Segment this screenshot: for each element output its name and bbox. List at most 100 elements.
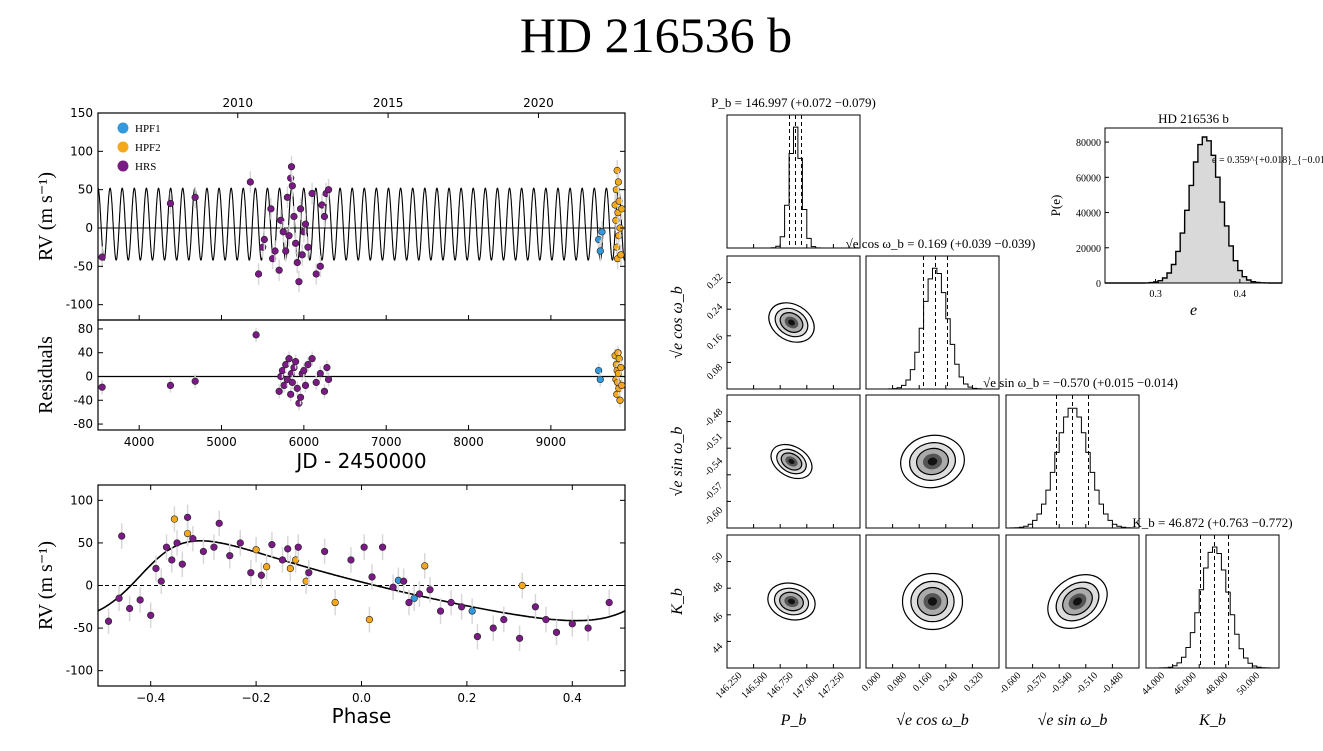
phase-point-hrs [489, 624, 497, 632]
resid-point-hrs [300, 366, 308, 375]
y-tick-label: -40 [73, 393, 93, 407]
rv-point-hrs [324, 186, 333, 194]
x-tick-label: 8000 [453, 435, 484, 449]
corner-x-tick-label: -0.570 [1023, 670, 1049, 696]
rv-point-hrs [277, 216, 285, 224]
resid-point-hrs [301, 381, 310, 390]
y-tick-label: 80000 [1076, 138, 1101, 149]
rv-point-hrs [271, 247, 279, 255]
phase-point-hrs [405, 598, 413, 607]
rv-point-hrs [288, 182, 296, 190]
phase-point-hpf2 [183, 529, 192, 538]
y-tick-label: 0 [85, 221, 93, 235]
rv-point-hrs [295, 278, 303, 286]
contour-level [788, 319, 795, 326]
x-tick-label: 9000 [536, 435, 567, 449]
corner-y-tick-label: -0.54 [703, 456, 726, 479]
corner-x-tick-label: 0.080 [885, 670, 909, 694]
corner-y-tick-label: 46 [710, 611, 725, 626]
phase-point-hpf1 [468, 607, 476, 615]
phase-point-hrs [168, 556, 176, 564]
corner-y-tick-label: -0.57 [703, 480, 726, 503]
rv-point-hrs [287, 163, 296, 171]
y-axis-label: RV (m s⁻¹) [35, 541, 57, 630]
rv-point-hpf2 [617, 251, 625, 259]
corner-x-tick-label: 44.000 [1140, 670, 1167, 697]
phase-point-hrs [268, 541, 276, 549]
corner-x-tick-label: 146.500 [739, 670, 770, 701]
phase-point-hrs [515, 634, 524, 642]
legend-marker-hrs [117, 160, 129, 172]
y-tick-label: -50 [73, 259, 93, 273]
phase-point-hrs [136, 596, 144, 604]
phase-point-hrs [173, 539, 181, 547]
e-hist-fill [1105, 137, 1282, 283]
corner-y-tick-label: -0.51 [703, 431, 726, 454]
rv-time-panel: 150 100 50 0 -50 -100 2010 2015 2020 RV (m s⁻¹) HP… [35, 96, 626, 321]
corner-x-tick-label: 0.000 [860, 670, 884, 694]
phase-point-hrs [147, 611, 155, 619]
resid-point-hpf1 [595, 366, 603, 375]
resid-point-hrs [282, 360, 290, 369]
phase-point-hrs [247, 569, 255, 577]
phase-point-hrs [104, 617, 113, 625]
legend-marker-hpf2 [117, 141, 129, 153]
corner-x-tick-label: 0.160 [911, 670, 935, 694]
e-hist-title: HD 216536 b [1158, 111, 1229, 126]
rv-point-hpf2 [613, 166, 621, 175]
resid-point-hrs [285, 355, 293, 363]
phase-point-hpf2 [170, 515, 179, 523]
phase-point-hrs [415, 590, 424, 598]
rv-point-hrs [316, 262, 324, 270]
rv-model-curve [97, 187, 626, 261]
phase-point-hrs [162, 543, 171, 551]
y-tick-label: 20000 [1076, 244, 1101, 255]
resid-point-hrs [324, 375, 333, 384]
phase-point-hrs [436, 607, 445, 615]
corner-title-2: √e sin ω_b = −0.570 (+0.015 −0.014) [983, 375, 1178, 390]
rv-point-hrs [279, 228, 287, 236]
phase-point-hrs [531, 603, 540, 611]
resid-point-hrs [287, 369, 296, 378]
phase-point-hrs [473, 633, 482, 641]
contour-level [787, 598, 796, 605]
corner-y-tick-label: -0.48 [703, 407, 726, 430]
corner-y-tick-label: -0.60 [703, 505, 726, 528]
contour-level [928, 597, 937, 606]
contour-level [788, 458, 795, 465]
corner-y-tick-label: 0.24 [705, 302, 725, 322]
x-tick-label: 0.2 [457, 691, 476, 705]
phase-point-hrs [115, 594, 123, 602]
phase-point-hrs [126, 604, 134, 613]
corner-x-tick-label: -0.510 [1074, 670, 1100, 696]
phase-point-hrs [284, 545, 292, 553]
corner-y-tick-label: 0.32 [705, 272, 725, 292]
y-tick-label: 50 [78, 536, 93, 550]
corner-y-tick-label: 0.16 [705, 332, 725, 352]
rv-point-hrs [254, 270, 263, 278]
corner-x-tick-label: 147.250 [816, 670, 847, 701]
phase-point-hrs [210, 543, 218, 551]
corner-title-1: √e cos ω_b = 0.169 (+0.039 −0.039) [846, 236, 1036, 251]
phase-point-hrs [118, 532, 126, 540]
phase-point-hpf2 [518, 581, 526, 590]
phase-point-hrs [157, 577, 165, 585]
rv-point-hrs [191, 193, 199, 201]
y-tick-label: -50 [73, 621, 93, 635]
phase-point-hrs [584, 624, 592, 632]
phase-point-hrs [360, 543, 368, 551]
resid-point-hrs [288, 378, 296, 387]
resid-point-hpf2 [614, 349, 622, 357]
resid-point-hrs [320, 387, 329, 395]
corner-title-3: K_b = 46.872 (+0.763 −0.772) [1132, 515, 1292, 530]
phase-point-hrs [389, 583, 397, 591]
phase-point-hrs [278, 556, 287, 564]
y-tick-label: -80 [73, 417, 93, 431]
phase-point-hrs [458, 603, 466, 611]
x-tick-label: 7000 [371, 435, 402, 449]
phase-point-hrs [378, 543, 387, 551]
resid-point-hrs [98, 383, 106, 391]
rv-point-hpf2 [614, 178, 623, 186]
x-axis-label: Phase [332, 704, 392, 728]
corner-x-label-0: P_b [780, 712, 807, 729]
